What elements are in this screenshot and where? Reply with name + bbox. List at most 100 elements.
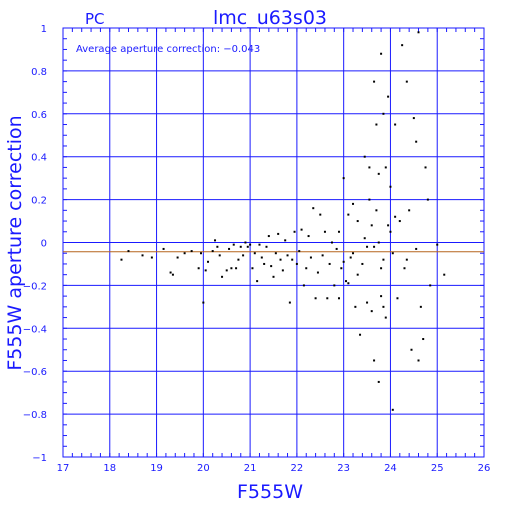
- data-point: [398, 220, 401, 223]
- average-annotation: Average aperture correction: −0.043: [76, 44, 260, 55]
- data-point: [363, 155, 366, 158]
- x-axis-label: F555W: [237, 481, 303, 503]
- data-point: [176, 256, 179, 259]
- data-point: [330, 241, 333, 244]
- data-point: [244, 241, 247, 244]
- x-tick-label: 17: [57, 463, 70, 474]
- data-point: [321, 254, 324, 257]
- data-point: [260, 256, 263, 259]
- data-point: [426, 198, 429, 201]
- data-point: [342, 177, 345, 180]
- data-point: [394, 215, 397, 218]
- data-point: [197, 267, 200, 270]
- data-point: [211, 250, 214, 253]
- data-point: [373, 245, 376, 248]
- data-point: [242, 254, 245, 257]
- y-tick-label: 0.8: [31, 67, 47, 78]
- data-point: [286, 254, 289, 257]
- data-point: [120, 258, 123, 261]
- data-point: [246, 245, 249, 248]
- data-point: [263, 262, 266, 265]
- data-point: [256, 280, 259, 283]
- x-tick-label: 21: [244, 463, 257, 474]
- x-tick-label: 24: [384, 463, 397, 474]
- data-point: [443, 273, 446, 276]
- data-point: [279, 258, 282, 261]
- y-tick-labels: −1 −0.8 −0.6 −0.4 −0.2 0 0.2 0.4 0.6 0.8 1: [23, 24, 47, 464]
- data-point: [377, 241, 380, 244]
- data-point: [337, 297, 340, 300]
- data-point: [405, 80, 408, 83]
- data-point: [347, 282, 350, 285]
- data-point: [417, 359, 420, 362]
- data-point: [218, 254, 221, 257]
- data-point: [356, 273, 359, 276]
- data-point: [295, 262, 298, 265]
- data-point: [267, 235, 270, 238]
- data-point: [345, 280, 348, 283]
- y-axis-label: F555W aperture correction: [4, 115, 26, 370]
- data-point: [363, 237, 366, 240]
- data-point: [288, 301, 291, 304]
- data-point: [384, 316, 387, 319]
- y-tick-label: 0.2: [31, 196, 47, 207]
- minor-ticks: [62, 27, 485, 458]
- y-tick-label: 1: [41, 24, 47, 35]
- data-point: [312, 207, 315, 210]
- y-tick-label: −0.6: [23, 367, 47, 378]
- data-point: [389, 230, 392, 233]
- data-point: [382, 258, 385, 261]
- data-point: [377, 172, 380, 175]
- data-point: [370, 224, 373, 227]
- data-point: [228, 247, 231, 250]
- data-point: [204, 269, 207, 272]
- data-point: [253, 252, 256, 255]
- data-point: [387, 95, 390, 98]
- data-point: [337, 230, 340, 233]
- data-point: [417, 31, 420, 34]
- x-tick-labels: 17 18 19 20 21 22 23 24 25 26: [57, 463, 491, 474]
- data-point: [298, 250, 301, 253]
- data-point: [214, 239, 217, 242]
- data-point: [401, 44, 404, 47]
- data-point: [251, 267, 254, 270]
- data-point: [277, 232, 280, 235]
- y-tick-label: −0.4: [23, 324, 47, 335]
- data-point: [323, 230, 326, 233]
- y-tick-label: −1: [32, 453, 47, 464]
- data-point: [356, 220, 359, 223]
- x-tick-label: 23: [337, 463, 350, 474]
- data-point: [389, 185, 392, 188]
- data-point: [394, 123, 397, 126]
- data-point: [415, 247, 418, 250]
- data-point: [300, 228, 303, 231]
- data-point: [340, 267, 343, 270]
- data-point: [354, 305, 357, 308]
- data-point: [368, 166, 371, 169]
- data-point: [150, 256, 153, 259]
- data-point: [352, 202, 355, 205]
- data-point: [127, 250, 130, 253]
- data-point: [333, 284, 336, 287]
- data-point: [347, 213, 350, 216]
- data-point: [424, 166, 427, 169]
- data-point: [387, 224, 390, 227]
- data-point: [249, 243, 252, 246]
- chart-title: lmc_u63s03: [213, 7, 327, 29]
- data-point: [162, 247, 165, 250]
- data-point: [237, 258, 240, 261]
- data-point: [265, 245, 268, 248]
- data-point: [314, 297, 317, 300]
- data-point: [419, 305, 422, 308]
- data-point: [230, 267, 233, 270]
- data-point: [302, 284, 305, 287]
- data-point: [235, 267, 238, 270]
- data-point: [412, 117, 415, 120]
- data-point: [384, 166, 387, 169]
- data-point: [326, 297, 329, 300]
- y-tick-label: 0.4: [31, 153, 47, 164]
- data-point: [380, 295, 383, 298]
- data-point: [422, 338, 425, 341]
- x-tick-label: 20: [197, 463, 210, 474]
- data-point: [328, 262, 331, 265]
